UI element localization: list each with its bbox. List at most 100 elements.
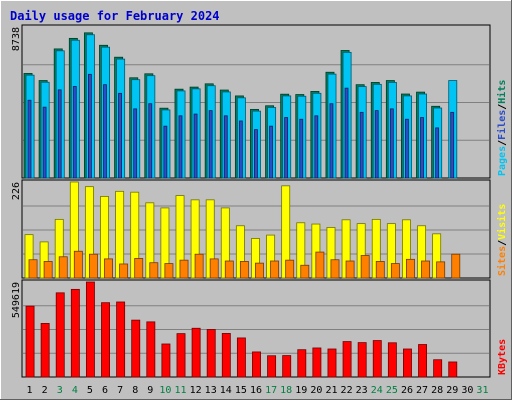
x-tick-label-day-31: 31 [476,385,488,396]
legend-hits: Hits [496,80,508,104]
bar-kbytes-day-26 [403,348,412,378]
x-tick-label-day-1: 1 [27,385,33,396]
bar-kbytes-day-15 [236,337,246,378]
bar-kbytes-day-5 [85,281,95,378]
y-max-label: 226 [11,182,22,200]
x-tick-label-day-10: 10 [159,385,171,396]
x-tick-label-day-23: 23 [356,385,368,396]
bar-kbytes-day-1 [25,305,35,378]
legend-separator: / [497,240,508,246]
bar-sites-day-18 [285,259,295,279]
bar-kbytes-day-9 [146,321,156,378]
x-tick-label-day-17: 17 [265,385,277,396]
bar-pages-day-21 [329,103,334,179]
x-tick-label-day-28: 28 [431,385,443,396]
bar-kbytes-day-7 [116,301,126,378]
bar-kbytes-day-8 [131,319,141,378]
bar-pages-day-22 [344,87,349,179]
bar-sites-day-12 [194,253,204,279]
bar-kbytes-day-23 [357,342,367,378]
bar-sites-day-20 [315,251,325,279]
y-max-label: 549619 [11,282,22,318]
bar-pages-day-1 [27,99,32,179]
bar-kbytes-day-13 [206,329,216,378]
bar-pages-day-6 [103,84,107,179]
bar-sites-day-15 [239,261,249,279]
bar-kbytes-day-22 [342,341,352,378]
legend-pages: Pages [497,146,508,176]
bar-kbytes-day-19 [297,349,307,378]
bar-sites-day-29 [451,253,461,279]
bar-kbytes-day-16 [252,351,261,378]
panel-kbytes: 549619 KBytes [11,279,508,378]
bar-sites-day-1 [28,259,38,279]
bar-pages-day-24 [374,110,379,179]
bar-sites-day-16 [255,262,264,279]
right-axis-legend: Sites/Visits [496,204,508,276]
bar-kbytes-day-20 [312,347,322,378]
bar-kbytes-day-14 [221,333,231,378]
bar-sites-day-10 [164,263,174,279]
bar-pages-day-29 [450,111,455,179]
bar-pages-day-4 [72,86,77,179]
bar-sites-day-26 [406,258,415,279]
bar-pages-day-7 [118,92,122,179]
bar-kbytes-day-27 [418,344,428,378]
x-tick-label-day-9: 9 [147,385,153,396]
y-max-label: 8738 [11,27,22,51]
bar-sites-day-19 [300,264,310,279]
bar-kbytes-day-18 [282,355,292,378]
bar-sites-day-3 [58,256,68,279]
bar-sites-day-7 [119,263,129,279]
x-tick-label-day-3: 3 [57,385,63,396]
bar-sites-day-11 [179,259,189,279]
x-tick-label-day-29: 29 [446,385,458,396]
x-tick-label-day-26: 26 [401,385,413,396]
bar-pages-day-19 [299,118,304,179]
bar-pages-day-13 [208,110,213,179]
x-tick-label-day-12: 12 [190,385,202,396]
bar-kbytes-day-2 [40,323,50,378]
bar-pages-day-16 [254,129,258,179]
x-tick-label-day-19: 19 [295,385,307,396]
bar-kbytes-day-3 [55,292,65,378]
bar-sites-day-2 [43,261,53,279]
legend-visits: Visits [496,204,508,240]
bar-sites-day-9 [149,262,159,279]
x-tick-label-day-22: 22 [341,385,353,396]
bar-sites-day-22 [345,260,355,279]
right-axis-legend: KBytes [497,339,508,375]
bar-sites-day-23 [360,255,370,279]
x-tick-label-day-2: 2 [42,385,48,396]
x-tick-label-day-5: 5 [87,385,93,396]
legend-kbytes: KBytes [497,339,508,375]
x-tick-label-day-24: 24 [371,385,383,396]
bar-kbytes-day-24 [372,340,382,378]
bar-sites-day-21 [330,259,340,279]
x-tick-label-day-7: 7 [117,385,123,396]
bar-pages-day-20 [314,115,319,179]
bar-pages-day-18 [284,117,289,179]
bar-sites-day-4 [73,250,83,279]
bar-pages-day-9 [148,103,153,179]
bar-pages-day-3 [57,89,62,179]
bar-pages-day-14 [223,115,228,179]
chart-title: Daily usage for February 2024 [10,9,220,23]
bar-kbytes-day-12 [191,327,201,378]
bar-pages-day-28 [435,127,440,179]
x-tick-label-day-4: 4 [72,385,78,396]
bar-kbytes-day-17 [267,355,277,378]
x-tick-label-day-21: 21 [325,385,337,396]
bar-pages-day-2 [42,106,47,179]
x-tick-label-day-14: 14 [220,385,232,396]
bar-kbytes-day-21 [327,348,337,378]
bar-pages-day-5 [87,73,92,179]
bar-pages-day-26 [405,118,409,179]
bar-pages-day-8 [133,108,138,179]
bar-pages-day-11 [178,115,183,179]
legend-files: Files [496,110,508,140]
bar-sites-day-28 [436,261,446,279]
bar-sites-day-24 [375,261,385,279]
bar-kbytes-day-29 [448,361,458,378]
